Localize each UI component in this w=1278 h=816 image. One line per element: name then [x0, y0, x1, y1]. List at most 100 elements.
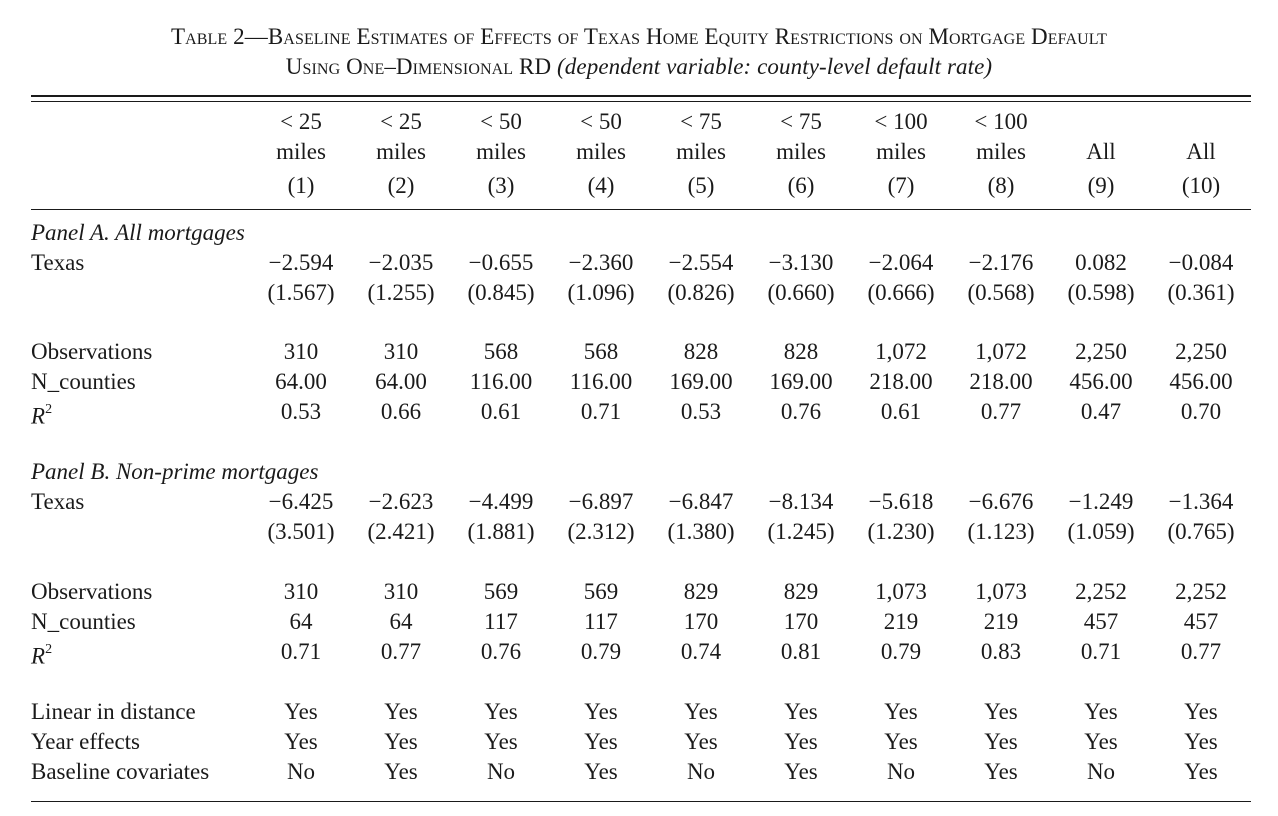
column-number: (1): [287, 173, 315, 198]
header-rule: [31, 209, 1251, 210]
column-header-unit: miles: [576, 139, 626, 164]
r-squared-label: R2: [31, 397, 52, 432]
table-cell: 64: [289, 609, 313, 634]
row-label-linear-in-distance: Linear in distance: [31, 699, 196, 724]
table-cell: (0.568): [967, 280, 1035, 305]
table-cell: 0.71: [1080, 639, 1122, 664]
table-cell: No: [286, 759, 316, 784]
table-cell: 1,073: [875, 579, 927, 604]
table-cell: Yes: [784, 729, 818, 754]
table-cell: −0.084: [1168, 250, 1234, 275]
table-cell: (0.598): [1067, 280, 1135, 305]
table-cell: 310: [283, 579, 319, 604]
table-cell: 829: [783, 579, 819, 604]
table-cell: 170: [783, 609, 819, 634]
table-cell: 0.76: [780, 399, 822, 424]
r-squared-label: R2: [31, 637, 52, 672]
column-header-unit: miles: [476, 139, 526, 164]
table-cell: Yes: [1184, 729, 1218, 754]
table-cell: Yes: [384, 729, 418, 754]
column-header-unit: All: [1186, 139, 1216, 164]
table-cell: −2.554: [668, 250, 734, 275]
table-cell: (1.123): [967, 519, 1035, 544]
table-cell: Yes: [584, 699, 618, 724]
column-header-unit: miles: [976, 139, 1026, 164]
table-cell: 457: [1083, 609, 1119, 634]
table-cell: 0.082: [1075, 250, 1127, 275]
table-cell: −2.594: [268, 250, 334, 275]
table-cell: (0.660): [767, 280, 835, 305]
table-cell: 219: [883, 609, 919, 634]
row-label-n-counties: N_counties: [31, 369, 136, 394]
table-cell: 117: [484, 609, 518, 634]
table-cell: Yes: [784, 699, 818, 724]
column-header-distance: < 100: [874, 109, 928, 134]
table-cell: −0.655: [468, 250, 534, 275]
table-cell: 569: [583, 579, 619, 604]
table-cell: 0.61: [480, 399, 522, 424]
table-cell: (1.096): [567, 280, 635, 305]
table-cell: 0.53: [280, 399, 322, 424]
table-cell: 169.00: [669, 369, 733, 394]
panel-a-title: Panel A. All mortgages: [31, 220, 245, 245]
r-squared-superscript: 2: [45, 642, 53, 657]
table-cell: 0.79: [580, 639, 622, 664]
table-cell: Yes: [484, 729, 518, 754]
table-cell: No: [886, 759, 916, 784]
column-header-unit: miles: [876, 139, 926, 164]
table-cell: (0.666): [867, 280, 935, 305]
table-cell: Yes: [584, 729, 618, 754]
table-cell: −2.035: [368, 250, 434, 275]
table-cell: Yes: [784, 759, 818, 784]
table-cell: 0.74: [680, 639, 722, 664]
table-cell: Yes: [484, 699, 518, 724]
column-number: (5): [687, 173, 715, 198]
row-label-observations: Observations: [31, 579, 153, 604]
column-number: (6): [787, 173, 815, 198]
table-cell: (1.230): [867, 519, 935, 544]
table-cell: −8.134: [768, 489, 834, 514]
table-cell: 0.83: [980, 639, 1022, 664]
table-cell: 1,072: [875, 339, 927, 364]
table-cell: 1,072: [975, 339, 1027, 364]
table-cell: 0.70: [1180, 399, 1222, 424]
column-number: (7): [887, 173, 915, 198]
column-number: (3): [487, 173, 515, 198]
table-cell: 0.71: [280, 639, 322, 664]
table-cell: No: [1086, 759, 1116, 784]
table-cell: 568: [483, 339, 519, 364]
table-cell: 569: [483, 579, 519, 604]
column-number: (9): [1087, 173, 1115, 198]
table-cell: (1.059): [1067, 519, 1135, 544]
bottom-rule: [31, 801, 1251, 802]
table-cell: 0.77: [980, 399, 1022, 424]
table-cell: 828: [783, 339, 819, 364]
table-cell: −1.364: [1168, 489, 1234, 514]
table-title-line-2: Using One–Dimensional RD (dependent vari…: [0, 52, 1278, 82]
column-header-distance: < 25: [380, 109, 422, 134]
column-number: (4): [587, 173, 615, 198]
column-header-distance: < 75: [680, 109, 722, 134]
r-squared-letter: R: [31, 403, 46, 429]
table-cell: −6.847: [668, 489, 734, 514]
table-cell: Yes: [1084, 699, 1118, 724]
table-title-main: Baseline Estimates of Effects of Texas H…: [267, 24, 1108, 49]
column-header-unit: miles: [376, 139, 426, 164]
table-cell: 0.61: [880, 399, 922, 424]
table-cell: Yes: [984, 759, 1018, 784]
table-cell: 2,250: [1175, 339, 1227, 364]
table-cell: 117: [584, 609, 618, 634]
table-cell: 0.77: [1180, 639, 1222, 664]
row-label-baseline-covariates: Baseline covariates: [31, 759, 210, 784]
column-header-distance: < 100: [974, 109, 1028, 134]
row-label-texas: Texas: [31, 250, 85, 275]
column-number: (10): [1181, 173, 1221, 198]
table-cell: 0.77: [380, 639, 422, 664]
table-cell: −2.360: [568, 250, 634, 275]
table-cell: (3.501): [267, 519, 335, 544]
table-cell: (0.845): [467, 280, 535, 305]
table-cell: Yes: [884, 699, 918, 724]
table-cell: −4.499: [468, 489, 534, 514]
table-cell: Yes: [284, 729, 318, 754]
table-cell: 218.00: [869, 369, 933, 394]
